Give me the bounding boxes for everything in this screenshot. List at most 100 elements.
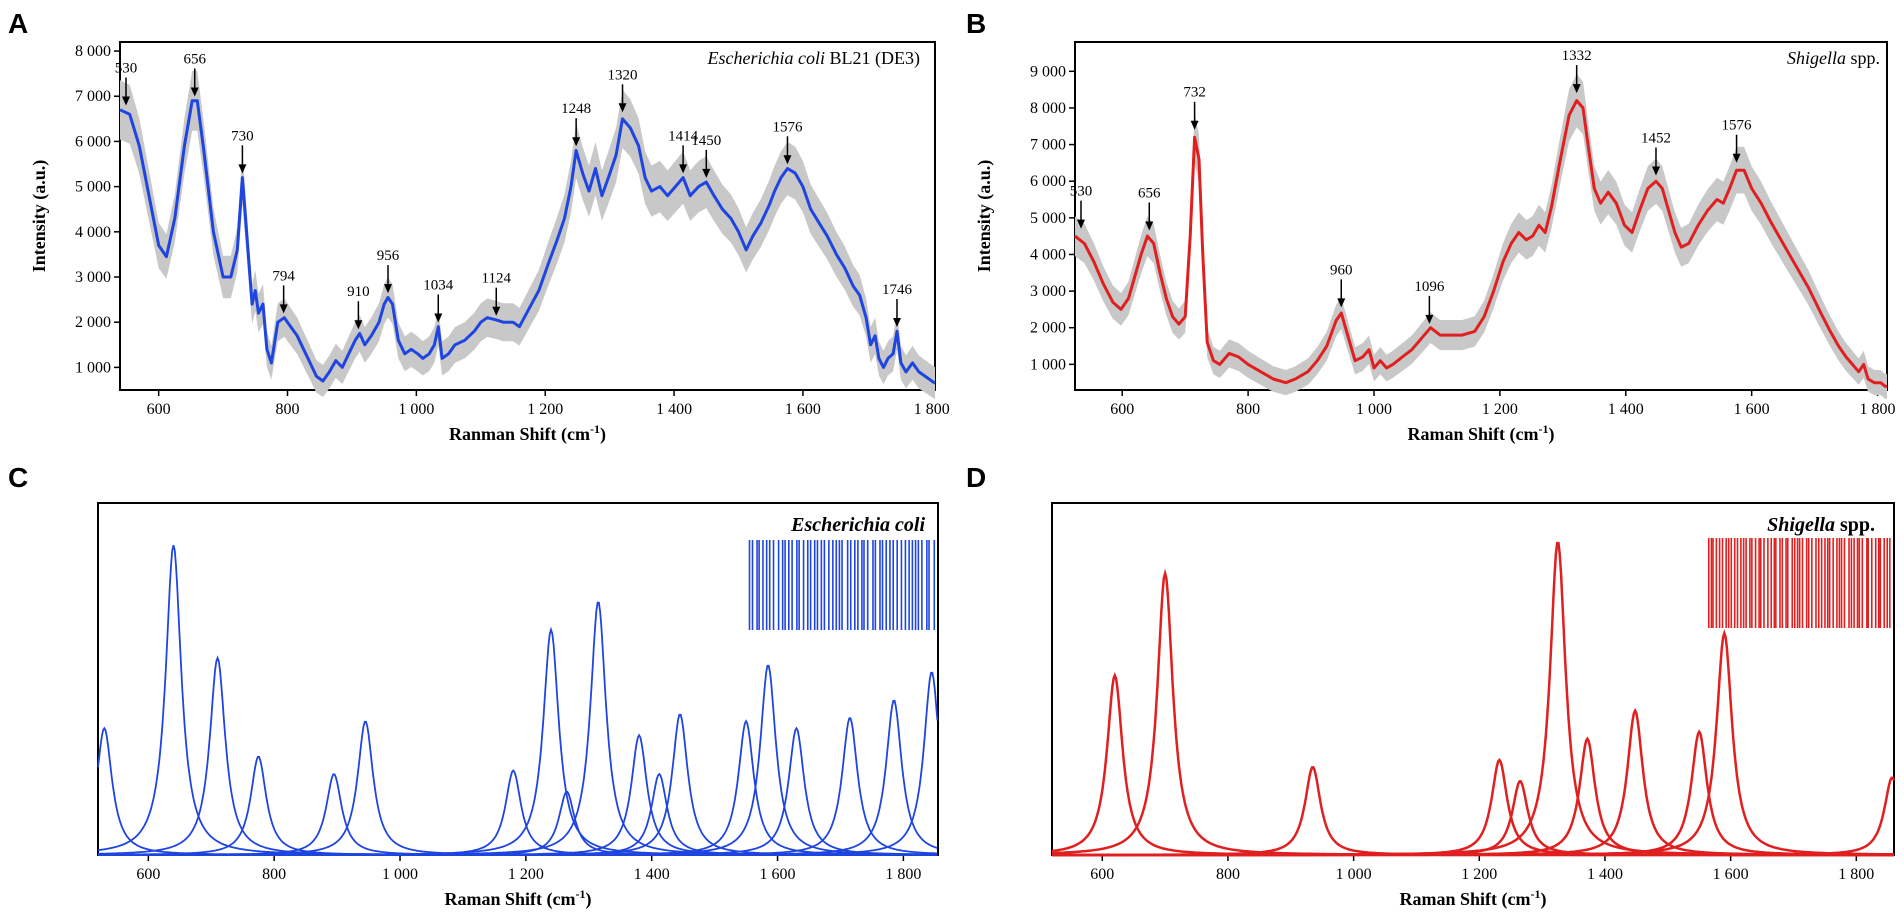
y-tick-label: 5 000 xyxy=(1030,210,1066,227)
y-tick-label: 9 000 xyxy=(1030,63,1066,80)
peak-arrow-head xyxy=(354,320,363,330)
y-tick-label: 6 000 xyxy=(75,133,111,150)
x-tick-label: 1 400 xyxy=(1608,401,1644,418)
peak-label: 1452 xyxy=(1641,131,1671,147)
lorentzian-band-1590 xyxy=(1052,629,1894,857)
peak-annotation-910: 910 xyxy=(347,284,370,330)
lorentzian-band-1180 xyxy=(98,769,938,856)
x-axis-label: Raman Shift (cm-1) xyxy=(445,887,592,910)
peak-label: 1096 xyxy=(1414,279,1445,295)
peak-annotation-794: 794 xyxy=(272,268,295,314)
sd-band xyxy=(120,70,935,400)
peak-label: 530 xyxy=(115,61,138,77)
peak-label: 730 xyxy=(231,128,254,144)
peak-arrow-head xyxy=(1337,298,1346,308)
x-tick-label: 1 200 xyxy=(508,866,544,883)
x-tick-label: 600 xyxy=(147,401,171,418)
x-tick-label: 1 600 xyxy=(760,866,796,883)
lorentzian-band-1630 xyxy=(98,726,938,856)
y-tick-label: 3 000 xyxy=(1030,283,1066,300)
sd-band xyxy=(1075,73,1887,399)
x-tick-label: 1 400 xyxy=(656,401,692,418)
y-tick-label: 4 000 xyxy=(75,224,111,241)
plot-frame-b xyxy=(1074,41,1888,391)
y-tick-label: 2 000 xyxy=(75,314,111,331)
peak-annotation-732: 732 xyxy=(1183,85,1206,130)
peak-label: 910 xyxy=(347,284,370,300)
lorentzian-band-1857 xyxy=(1052,776,1896,857)
chart-title: Escherichia coli BL21 (DE3) xyxy=(707,48,920,69)
chart-b: 600 800 1 000 1 200 1 400 1 600 1 800 1 000 2 00… xyxy=(974,41,1896,445)
y-tick-label: 7 000 xyxy=(75,88,111,105)
peak-annotation-1096: 1096 xyxy=(1414,279,1445,324)
x-axis-label: Raman Shift (cm-1) xyxy=(1400,887,1547,910)
peak-annotation-656: 656 xyxy=(1138,185,1161,231)
y-tick-label: 3 000 xyxy=(75,269,111,286)
chart-title: Shigella spp. xyxy=(1787,48,1880,68)
y-axis-label: Intensity (a.u.) xyxy=(974,160,995,273)
x-tick-label: 1 000 xyxy=(1336,866,1372,883)
peak-annotation-1452: 1452 xyxy=(1641,131,1671,176)
peak-annotation-1746: 1746 xyxy=(882,282,913,327)
peak-label: 794 xyxy=(272,268,295,284)
peak-label: 530 xyxy=(1070,184,1093,200)
peak-arrow-head xyxy=(279,304,288,314)
x-axis-label: Ranman Shift (cm-1) xyxy=(449,422,606,445)
peak-arrow-head xyxy=(783,155,792,165)
peak-label: 1576 xyxy=(772,119,803,135)
panel-letter-b: B xyxy=(966,8,986,39)
x-tick-label: 1 800 xyxy=(1838,866,1874,883)
peak-annotation-1450: 1450 xyxy=(691,133,721,178)
peak-label: 1034 xyxy=(423,277,454,293)
peak-arrow-head xyxy=(1651,166,1660,176)
peak-arrow-head xyxy=(1077,219,1085,229)
peak-arrow-head xyxy=(1425,314,1434,324)
lorentzian-band-775 xyxy=(98,756,938,856)
x-tick-label: 1 400 xyxy=(634,866,670,883)
barcode xyxy=(1707,538,1891,628)
peak-label: 656 xyxy=(1138,185,1161,201)
peak-annotation-1124: 1124 xyxy=(482,271,511,316)
peak-arrow-head xyxy=(122,96,130,106)
peak-label: 1746 xyxy=(882,282,913,298)
chart-title: Shigella spp. xyxy=(1767,514,1875,536)
peak-annotation-956: 956 xyxy=(377,248,400,294)
peak-annotation-1248: 1248 xyxy=(561,101,591,147)
peak-arrow-head xyxy=(572,137,581,147)
peak-label: 1414 xyxy=(668,128,699,144)
peak-annotation-1034: 1034 xyxy=(423,277,454,323)
x-tick-label: 1 800 xyxy=(914,401,950,418)
peak-annotation-656: 656 xyxy=(183,51,206,97)
spectrum-line xyxy=(1074,99,1887,388)
x-tick-label: 800 xyxy=(1236,401,1260,418)
lorentzian-band-1845 xyxy=(98,671,939,856)
lorentzian-band-1232 xyxy=(1052,757,1894,857)
peak-label: 1332 xyxy=(1562,48,1592,64)
y-tick-label: 8 000 xyxy=(1030,100,1066,117)
chart-title: Escherichia coli xyxy=(790,514,925,536)
x-tick-label: 600 xyxy=(1090,866,1114,883)
peak-arrow-head xyxy=(1145,221,1154,231)
lorentzian-band-1585 xyxy=(98,664,938,856)
x-tick-label: 1 000 xyxy=(398,401,434,418)
y-tick-label: 1 000 xyxy=(75,359,111,376)
peak-label: 732 xyxy=(1183,85,1206,101)
plot-frame-a xyxy=(119,41,936,391)
lorentzian-band-710 xyxy=(98,655,938,856)
spectrum-line xyxy=(119,99,936,385)
x-tick-label: 1 400 xyxy=(1587,866,1623,883)
peak-label: 1320 xyxy=(608,67,638,83)
peak-arrow-head xyxy=(384,284,393,294)
y-axis-label: Intensity (a.u.) xyxy=(29,160,50,273)
peak-arrow-head xyxy=(1732,153,1741,163)
x-tick-label: 600 xyxy=(136,866,160,883)
x-tick-label: 800 xyxy=(1216,866,1240,883)
peak-label: 960 xyxy=(1330,262,1353,278)
peak-annotation-1320: 1320 xyxy=(608,67,638,113)
x-tick-label: 1 600 xyxy=(1734,401,1770,418)
peak-label: 956 xyxy=(377,248,400,264)
peak-annotation-530: 530 xyxy=(1070,184,1093,229)
peak-arrow-head xyxy=(679,164,688,174)
lorentzian-band-1448 xyxy=(1052,707,1894,857)
